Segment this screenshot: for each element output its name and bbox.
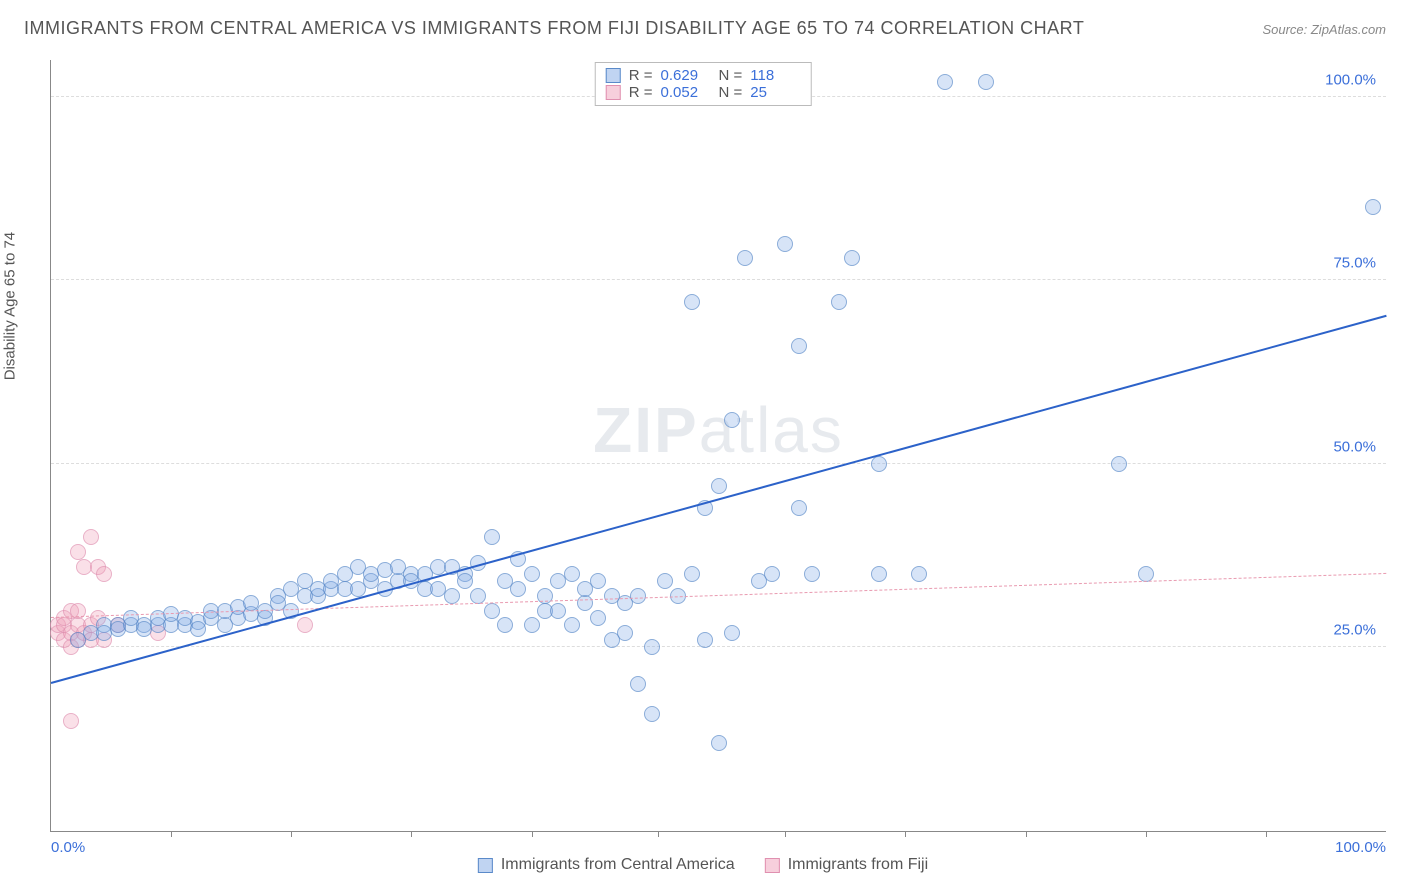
legend-label: Immigrants from Central America (501, 856, 735, 874)
y-tick-label: 100.0% (1325, 71, 1376, 88)
scatter-point-blue (911, 566, 927, 582)
scatter-point-blue (630, 588, 646, 604)
scatter-point-blue (590, 610, 606, 626)
scatter-point-blue (1365, 199, 1381, 215)
legend-r-label: R = (629, 67, 653, 84)
scatter-point-blue (724, 412, 740, 428)
scatter-point-blue (550, 603, 566, 619)
scatter-point-pink (297, 617, 313, 633)
scatter-point-blue (684, 566, 700, 582)
scatter-point-blue (978, 74, 994, 90)
x-tick-mark (1146, 831, 1147, 837)
trendline-blue (51, 315, 1387, 684)
scatter-point-blue (791, 500, 807, 516)
scatter-point-blue (444, 588, 460, 604)
source-attribution: Source: ZipAtlas.com (1262, 22, 1386, 37)
scatter-point-blue (630, 676, 646, 692)
scatter-point-blue (644, 706, 660, 722)
watermark: ZIPatlas (593, 393, 844, 467)
legend-r-label: R = (629, 84, 653, 101)
scatter-point-blue (657, 573, 673, 589)
x-tick-mark (905, 831, 906, 837)
scatter-point-blue (510, 581, 526, 597)
legend-n-label: N = (719, 67, 743, 84)
legend-n-value-pink: 25 (750, 84, 800, 101)
x-tick-mark (785, 831, 786, 837)
scatter-point-blue (590, 573, 606, 589)
scatter-point-blue (724, 625, 740, 641)
scatter-point-blue (711, 735, 727, 751)
legend-label: Immigrants from Fiji (788, 856, 928, 874)
scatter-point-blue (484, 529, 500, 545)
scatter-point-blue (711, 478, 727, 494)
scatter-point-blue (524, 566, 540, 582)
scatter-point-pink (96, 566, 112, 582)
chart-plot-area: ZIPatlas 25.0%50.0%75.0%100.0%0.0%100.0% (50, 60, 1386, 832)
legend-swatch-blue (606, 68, 621, 83)
legend-swatch-blue (478, 858, 493, 873)
gridline (51, 463, 1386, 464)
y-tick-label: 50.0% (1333, 438, 1376, 455)
scatter-point-blue (457, 573, 473, 589)
gridline (51, 279, 1386, 280)
legend-swatch-pink (606, 85, 621, 100)
scatter-point-blue (871, 456, 887, 472)
legend-swatch-pink (765, 858, 780, 873)
scatter-point-blue (844, 250, 860, 266)
x-tick-mark (171, 831, 172, 837)
series-legend: Immigrants from Central America Immigrant… (478, 856, 928, 874)
scatter-point-blue (937, 74, 953, 90)
x-tick-mark (411, 831, 412, 837)
scatter-point-blue (190, 621, 206, 637)
legend-row-pink: R = 0.052 N = 25 (606, 84, 801, 101)
y-tick-label: 75.0% (1333, 255, 1376, 272)
scatter-point-pink (70, 544, 86, 560)
x-tick-mark (1266, 831, 1267, 837)
scatter-point-blue (777, 236, 793, 252)
x-tick-mark (532, 831, 533, 837)
scatter-point-blue (871, 566, 887, 582)
legend-r-value-pink: 0.052 (661, 84, 711, 101)
scatter-point-blue (617, 625, 633, 641)
scatter-point-blue (831, 294, 847, 310)
gridline (51, 646, 1386, 647)
scatter-point-blue (470, 588, 486, 604)
scatter-point-blue (697, 632, 713, 648)
scatter-point-blue (1138, 566, 1154, 582)
scatter-point-blue (737, 250, 753, 266)
scatter-point-blue (644, 639, 660, 655)
legend-r-value-blue: 0.629 (661, 67, 711, 84)
legend-item: Immigrants from Central America (478, 856, 735, 874)
correlation-legend: R = 0.629 N = 118 R = 0.052 N = 25 (595, 62, 812, 106)
x-tick-label: 100.0% (1335, 839, 1386, 856)
x-tick-mark (291, 831, 292, 837)
scatter-point-blue (791, 338, 807, 354)
scatter-point-blue (764, 566, 780, 582)
scatter-point-blue (524, 617, 540, 633)
scatter-point-blue (484, 603, 500, 619)
scatter-point-blue (564, 566, 580, 582)
scatter-point-blue (804, 566, 820, 582)
scatter-point-blue (497, 617, 513, 633)
y-axis-label: Disability Age 65 to 74 (2, 232, 19, 380)
x-tick-label: 0.0% (51, 839, 85, 856)
scatter-point-pink (63, 713, 79, 729)
x-tick-mark (658, 831, 659, 837)
scatter-point-blue (577, 595, 593, 611)
y-tick-label: 25.0% (1333, 622, 1376, 639)
x-tick-mark (1026, 831, 1027, 837)
scatter-point-blue (564, 617, 580, 633)
legend-row-blue: R = 0.629 N = 118 (606, 67, 801, 84)
legend-n-label: N = (719, 84, 743, 101)
legend-item: Immigrants from Fiji (765, 856, 928, 874)
chart-title: IMMIGRANTS FROM CENTRAL AMERICA VS IMMIG… (24, 18, 1084, 39)
scatter-point-blue (684, 294, 700, 310)
scatter-point-blue (1111, 456, 1127, 472)
scatter-point-pink (83, 529, 99, 545)
legend-n-value-blue: 118 (750, 67, 800, 84)
